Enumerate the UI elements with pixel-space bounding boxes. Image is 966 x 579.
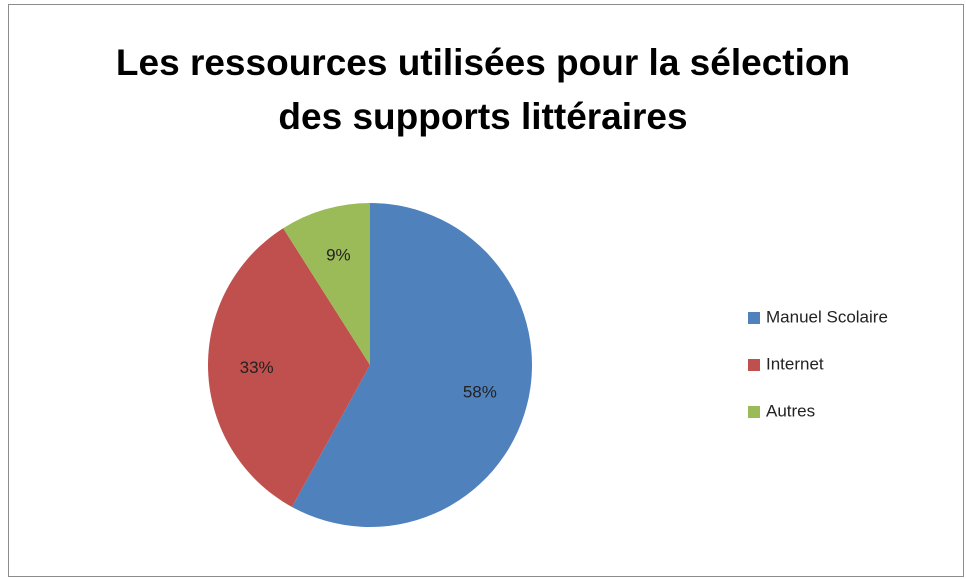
legend-label: Autres (766, 401, 815, 420)
legend-label: Manuel Scolaire (766, 307, 888, 326)
pie-slice (207, 228, 370, 507)
data-label: 33% (240, 358, 274, 377)
data-label: 58% (463, 383, 497, 402)
chart-frame (8, 4, 964, 577)
chart-title: Les ressources utilisées pour la sélecti… (115, 42, 851, 137)
data-label: 9% (326, 246, 351, 265)
pie-slice (291, 203, 532, 527)
legend-swatch (748, 406, 760, 418)
legend-swatch (748, 312, 760, 324)
legend-swatch (748, 359, 760, 371)
pie-slice (283, 203, 370, 365)
legend-label: Internet (766, 354, 824, 373)
